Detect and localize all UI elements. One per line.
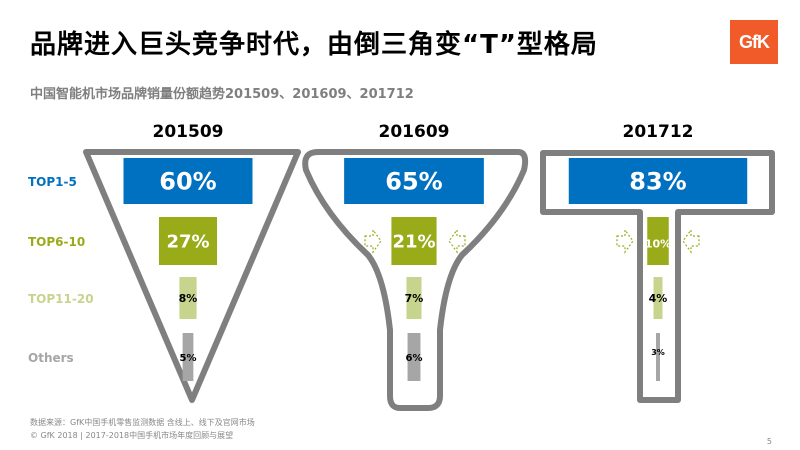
value-label-201712-top11-20: 4% — [649, 292, 668, 305]
row-label-top11-20: TOP11-20 — [28, 292, 94, 306]
data-source-note: 数据来源：GfK中国手机零售监测数据 含线上、线下及官网市场 — [30, 418, 255, 427]
funnel-outline-201509 — [83, 149, 301, 403]
bar-201609-top6-10 — [391, 217, 437, 265]
value-label-201509-top6-10: 27% — [166, 231, 209, 252]
bar-201712-top1-5 — [568, 158, 748, 204]
shrink-arrow-right-201712 — [682, 228, 700, 254]
value-label-201609-top11-20: 7% — [405, 292, 424, 305]
page-number: 5 — [766, 437, 772, 446]
bar-201609-top11-20 — [406, 277, 422, 319]
bar-201509-others — [182, 333, 194, 381]
shape-outlines — [83, 149, 775, 411]
value-label-201712-others: 3% — [651, 348, 665, 357]
value-label-201509-top11-20: 8% — [179, 292, 198, 305]
bar-201712-others — [656, 333, 660, 381]
bars-layer: 60% 27% 8% 5% 65% 21% 7% 6% 83% 10% 4% 3% — [123, 158, 748, 381]
copyright-note: © GfK 2018 | 2017-2018中国手机市场年度回顾与展望 — [30, 431, 234, 440]
t-outline-201712 — [540, 150, 775, 403]
value-label-201712-top6-10: 10% — [645, 237, 671, 250]
gfk-logo: GfK — [730, 20, 778, 64]
bar-201712-top11-20 — [653, 277, 663, 319]
bar-201609-top1-5 — [344, 158, 484, 204]
value-label-201509-top1-5: 60% — [159, 168, 216, 196]
chart-subtitle: 中国智能机市场品牌销量份额趋势201509、201609、201712 — [30, 87, 414, 102]
period-headers: 201509 201609 201712 — [153, 122, 694, 142]
row-label-top6-10: TOP6-10 — [28, 235, 85, 249]
value-label-201509-others: 5% — [180, 353, 197, 364]
shrink-arrow-left-201712 — [616, 228, 634, 254]
bar-201712-top6-10 — [647, 217, 669, 265]
page-title: 品牌进入巨头竞争时代，由倒三角变“T”型格局 — [30, 30, 598, 60]
value-label-201712-top1-5: 83% — [629, 168, 686, 196]
period-header-201509: 201509 — [153, 122, 224, 142]
row-labels: TOP1-5 TOP6-10 TOP11-20 Others — [28, 175, 94, 365]
period-header-201609: 201609 — [379, 122, 450, 142]
bar-201509-top11-20 — [179, 277, 197, 319]
funnel-outline-201609 — [302, 149, 529, 411]
row-label-others: Others — [28, 351, 74, 365]
bar-201609-others — [407, 333, 421, 381]
bar-201509-top1-5 — [123, 158, 253, 204]
value-label-201609-top6-10: 21% — [392, 231, 435, 252]
shrink-arrow-right-201609 — [448, 228, 466, 254]
bar-201509-top6-10 — [158, 217, 218, 265]
footer: 数据来源：GfK中国手机零售监测数据 含线上、线下及官网市场 © GfK 201… — [30, 416, 255, 442]
value-label-201609-others: 6% — [406, 353, 423, 364]
row-label-top1-5: TOP1-5 — [28, 175, 77, 189]
arrows-layer — [364, 228, 700, 254]
period-header-201712: 201712 — [623, 122, 694, 142]
shrink-arrow-left-201609 — [364, 228, 382, 254]
value-label-201609-top1-5: 65% — [385, 168, 442, 196]
